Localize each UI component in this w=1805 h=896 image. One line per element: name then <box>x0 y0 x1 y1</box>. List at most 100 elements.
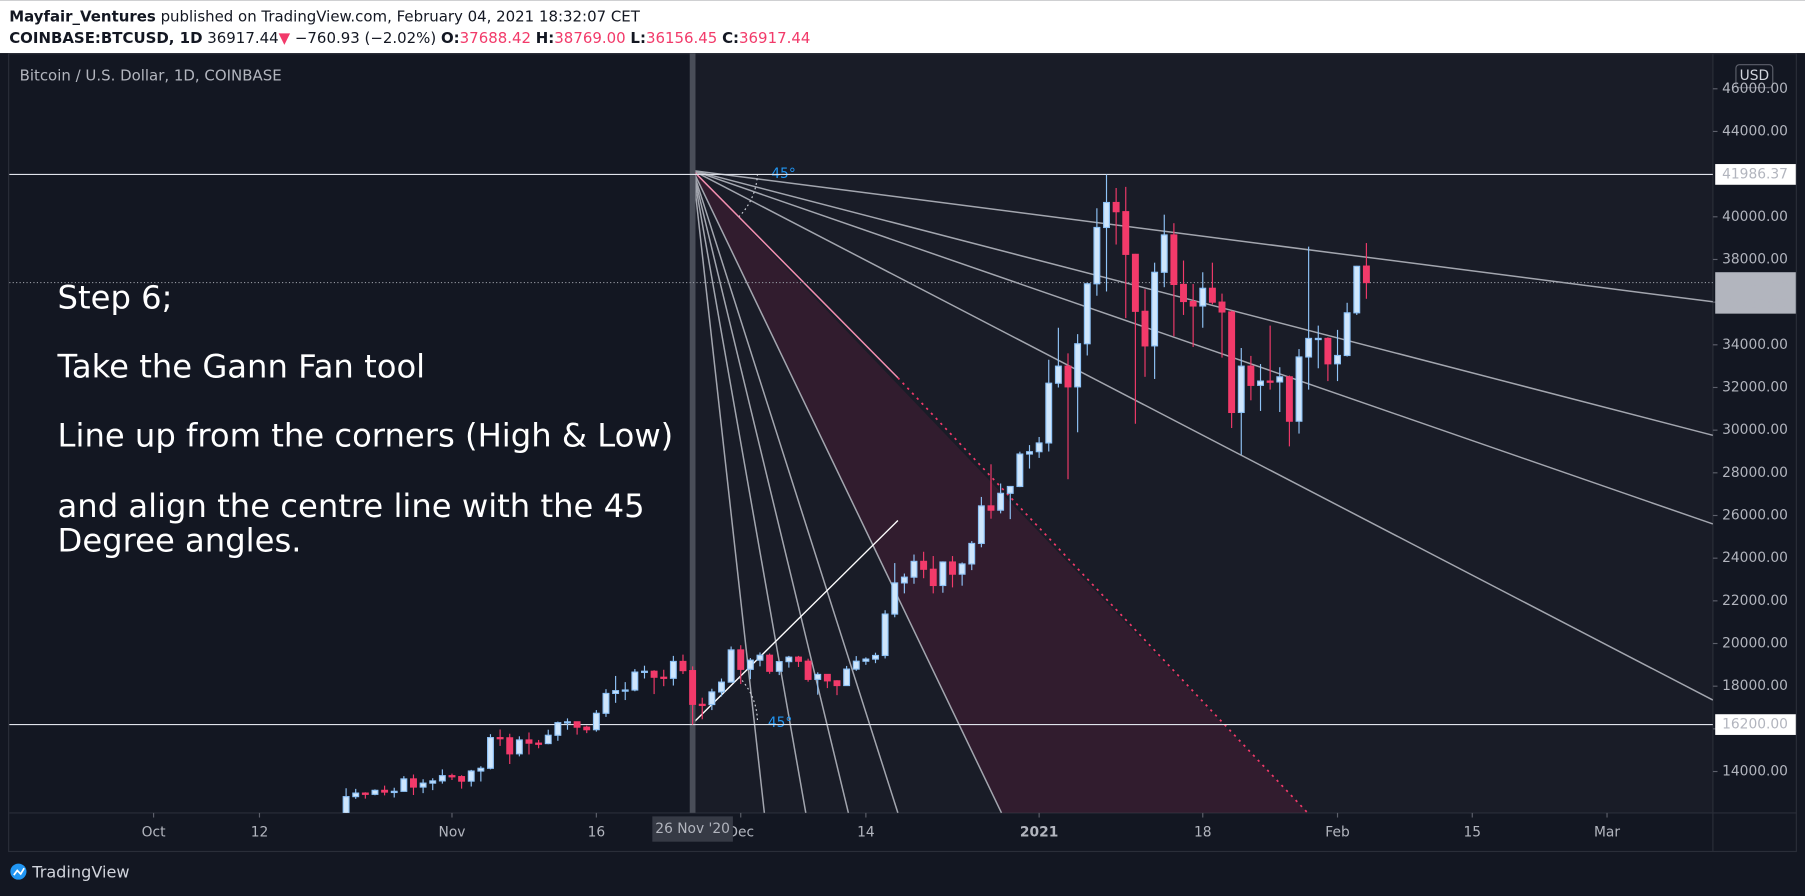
y-tick-label: 40000.00 <box>1722 209 1788 225</box>
candle-body <box>756 654 764 661</box>
candle-body <box>852 660 860 670</box>
candle-body <box>1083 283 1091 345</box>
candle-body <box>496 737 504 740</box>
candle-body <box>1257 380 1264 386</box>
price-label-box <box>1715 714 1796 735</box>
candle-body <box>1324 337 1332 365</box>
annotation: and align the centre line with the 45 <box>58 487 645 525</box>
x-tick-label: Nov <box>439 824 466 840</box>
fan-line <box>692 170 807 813</box>
candle-body <box>785 656 793 663</box>
candle-body <box>352 792 360 798</box>
y-tick-label: 46000.00 <box>1722 81 1788 97</box>
x-tick-label: Mar <box>1594 824 1620 840</box>
candle-body <box>679 660 687 672</box>
candle-body <box>400 778 408 792</box>
currency-box <box>1735 64 1774 89</box>
price-label-box <box>1715 164 1796 185</box>
countdown: 06:27:57 <box>1727 296 1789 312</box>
pane-border <box>8 53 1797 853</box>
candle-body <box>419 782 427 788</box>
candle-body <box>949 561 956 575</box>
candle-body <box>641 670 648 673</box>
candle-body <box>390 790 398 794</box>
candle-body <box>1266 380 1274 383</box>
annotation: Line up from the corners (High & Low) <box>58 417 674 455</box>
candle-body <box>381 789 389 793</box>
candle-body <box>573 721 581 728</box>
currency: USD <box>1740 68 1769 84</box>
ohlc-value: 36156.45 <box>646 29 717 47</box>
candle-body <box>1247 365 1255 386</box>
header-line-2: COINBASE:BTCUSD, 1D 36917.44▼ −760.93 (−… <box>9 29 810 47</box>
pane-title: Bitcoin / U.S. Dollar, 1D, COINBASE <box>20 67 282 85</box>
y-tick-label: 18000.00 <box>1722 678 1788 694</box>
candle-body <box>1151 271 1159 347</box>
candle-body <box>535 742 543 745</box>
candle-body <box>881 613 889 657</box>
candle-body <box>1006 485 1014 494</box>
ohlc-key: H: <box>536 29 555 47</box>
fan-line <box>692 170 850 813</box>
candle-body <box>583 726 591 731</box>
candle-body <box>1141 310 1149 347</box>
candle-body <box>698 703 706 707</box>
y-tick-label: 30000.00 <box>1722 422 1788 438</box>
fan-line <box>692 170 1003 813</box>
candle-body <box>1362 265 1370 284</box>
candle-body <box>1276 376 1284 383</box>
brand: TradingView <box>31 862 129 881</box>
y-tick-label: 32000.00 <box>1722 379 1788 395</box>
candle-body <box>1285 376 1293 422</box>
candle-body <box>506 737 514 755</box>
candle-body <box>833 680 841 687</box>
ohlc-key: L: <box>630 29 646 47</box>
header-background <box>0 0 1805 54</box>
candle-body <box>997 492 1005 511</box>
header-line-1: Mayfair_Ventures published on TradingVie… <box>9 7 641 25</box>
candle-body <box>660 676 668 679</box>
candle-body <box>689 670 697 705</box>
candle-body <box>1016 453 1024 488</box>
candle-body <box>900 576 908 584</box>
x-tick-label: Dec <box>727 824 754 840</box>
x-tick-label: 18 <box>1194 824 1212 840</box>
angle-arc <box>738 676 759 721</box>
candle-body <box>968 542 976 565</box>
x-tick-label: 14 <box>857 824 875 840</box>
candle-body <box>1295 356 1303 422</box>
candle-body <box>795 656 802 662</box>
fan-centre-extension <box>897 377 1309 813</box>
y-tick-label: 34000.00 <box>1722 337 1788 353</box>
candle-body <box>939 561 947 587</box>
arrow: ▼ <box>279 29 291 47</box>
candle-body <box>1035 442 1043 453</box>
last: 36917.44 <box>207 29 278 47</box>
ohlc-value: 37688.42 <box>460 29 531 47</box>
crosshair-date-box <box>652 816 733 842</box>
candle-body <box>361 792 369 795</box>
published: published on TradingView.com, February 0… <box>161 7 641 25</box>
candle-body <box>1189 300 1197 307</box>
candle-body <box>1208 287 1216 303</box>
change: −760.93 (−2.02%) <box>295 29 436 47</box>
price-label: 41986.37 <box>1722 166 1788 182</box>
candle-body <box>554 722 562 736</box>
annotation: Step 6; <box>58 279 173 317</box>
candle-body <box>467 770 475 782</box>
crosshair-date: 26 Nov '20 <box>655 821 730 837</box>
y-tick-label: 28000.00 <box>1722 465 1788 481</box>
candle-body <box>1343 312 1351 357</box>
crosshair-line <box>689 53 696 813</box>
candle-body <box>804 660 812 680</box>
candle-body <box>1180 283 1187 303</box>
candle-body <box>1228 311 1236 414</box>
candle-body <box>737 649 745 670</box>
candle-body <box>1103 201 1110 229</box>
y-tick-label: 24000.00 <box>1722 550 1788 566</box>
x-tick-label: Feb <box>1325 824 1349 840</box>
candle-body <box>438 775 446 782</box>
candle-body <box>872 654 879 660</box>
candle-body <box>592 712 600 731</box>
candle-body <box>602 692 610 714</box>
